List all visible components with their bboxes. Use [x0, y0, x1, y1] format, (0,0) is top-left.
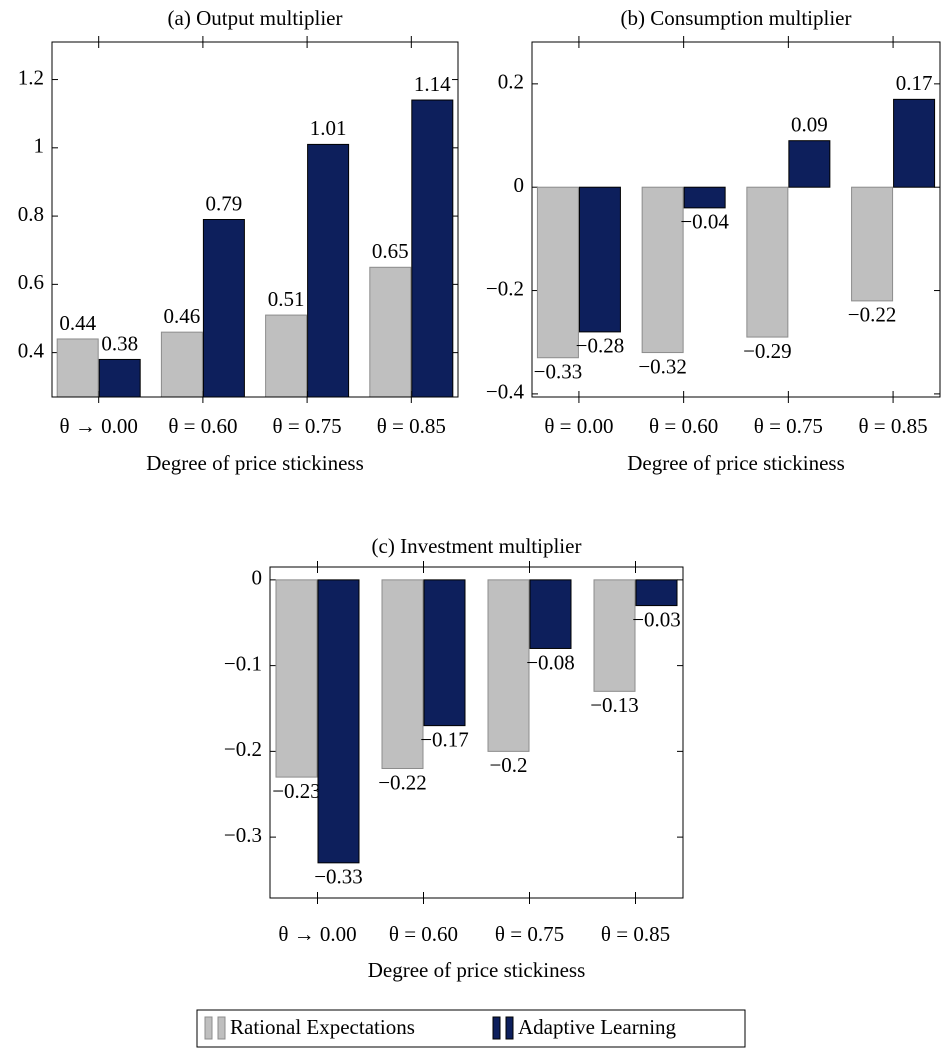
x-tick-label: θ → 0.00: [278, 922, 356, 946]
value-label: 0.46: [164, 304, 201, 328]
x-tick-label: θ = 0.75: [495, 922, 564, 946]
x-tick-label: θ = 0.00: [544, 414, 613, 438]
legend-label: Adaptive Learning: [518, 1015, 677, 1039]
plot-frame: [531, 41, 941, 398]
value-label: −0.33: [534, 360, 583, 384]
plot-frame: [269, 566, 684, 899]
value-label: 0.79: [206, 191, 243, 215]
y-tick-label: −0.4: [486, 380, 525, 404]
x-tick-label: θ = 0.85: [859, 414, 928, 438]
value-label: 0.17: [896, 71, 933, 95]
legend-label: Rational Expectations: [230, 1015, 415, 1039]
x-tick-label: θ = 0.85: [377, 414, 446, 438]
legend-box: [196, 1009, 746, 1048]
value-label: 0.44: [59, 311, 96, 335]
value-label: 0.65: [372, 239, 409, 263]
value-label: 1.14: [414, 72, 451, 96]
bar: [98, 358, 141, 398]
bar: [411, 99, 454, 398]
value-label: −0.22: [848, 303, 897, 327]
y-tick-label: 1: [34, 134, 45, 158]
y-tick-label: 1.2: [18, 65, 44, 89]
value-label: 0.09: [791, 113, 828, 137]
y-tick-label: 0.8: [18, 202, 44, 226]
y-tick-label: 0: [252, 566, 263, 590]
chart-title: (b) Consumption multiplier: [621, 6, 852, 30]
bar: [788, 140, 831, 188]
legend-swatch: [505, 1016, 514, 1040]
y-tick-label: −0.2: [486, 276, 524, 300]
bar: [683, 186, 726, 209]
value-label: −0.04: [680, 210, 729, 234]
value-label: −0.23: [272, 779, 321, 803]
bar: [593, 579, 636, 692]
bar: [893, 98, 936, 188]
y-tick-label: 0.6: [18, 270, 44, 294]
value-label: 0.51: [268, 287, 305, 311]
bar: [423, 579, 466, 727]
bar: [369, 266, 412, 398]
value-label: −0.2: [489, 753, 527, 777]
value-label: −0.29: [743, 339, 792, 363]
value-label: −0.08: [526, 650, 575, 674]
x-tick-label: θ = 0.60: [168, 414, 237, 438]
x-axis-label: Degree of price stickiness: [627, 451, 845, 475]
bar: [536, 186, 579, 359]
bar: [487, 579, 530, 752]
x-axis-label: Degree of price stickiness: [368, 958, 586, 982]
legend-swatch: [492, 1016, 501, 1040]
chart-title: (c) Investment multiplier: [372, 534, 582, 558]
value-label: 0.38: [101, 331, 138, 355]
bar: [578, 186, 621, 333]
bar: [265, 314, 308, 398]
bar: [641, 186, 684, 354]
legend-swatch: [204, 1016, 213, 1040]
x-tick-label: θ = 0.85: [601, 922, 670, 946]
bar: [275, 579, 318, 778]
x-axis-label: Degree of price stickiness: [146, 451, 364, 475]
value-label: −0.32: [638, 354, 687, 378]
y-tick-label: 0.2: [498, 70, 524, 94]
value-label: −0.28: [576, 334, 625, 358]
bar: [851, 186, 894, 302]
bar: [746, 186, 789, 338]
y-tick-label: −0.3: [224, 823, 262, 847]
value-label: −0.17: [420, 727, 469, 751]
y-tick-label: 0.4: [18, 338, 45, 362]
chart-title: (a) Output multiplier: [168, 6, 343, 30]
x-tick-label: θ → 0.00: [60, 414, 138, 438]
value-label: −0.03: [632, 607, 681, 631]
value-label: 1.01: [310, 116, 347, 140]
bar: [317, 579, 360, 864]
x-tick-label: θ = 0.60: [649, 414, 718, 438]
x-tick-label: θ = 0.75: [754, 414, 823, 438]
bar: [381, 579, 424, 770]
y-tick-label: −0.2: [224, 737, 262, 761]
y-tick-label: 0: [514, 173, 525, 197]
legend-swatch: [217, 1016, 226, 1040]
value-label: −0.13: [590, 693, 639, 717]
bar: [635, 579, 678, 607]
bar: [307, 143, 350, 398]
value-label: −0.33: [314, 865, 363, 889]
bar: [160, 331, 203, 398]
bar: [56, 338, 99, 398]
y-tick-label: −0.1: [224, 651, 262, 675]
bar: [529, 579, 572, 649]
value-label: −0.22: [378, 770, 427, 794]
x-tick-label: θ = 0.60: [389, 922, 458, 946]
x-tick-label: θ = 0.75: [273, 414, 342, 438]
plot-frame: [51, 41, 459, 398]
bar: [202, 219, 245, 398]
